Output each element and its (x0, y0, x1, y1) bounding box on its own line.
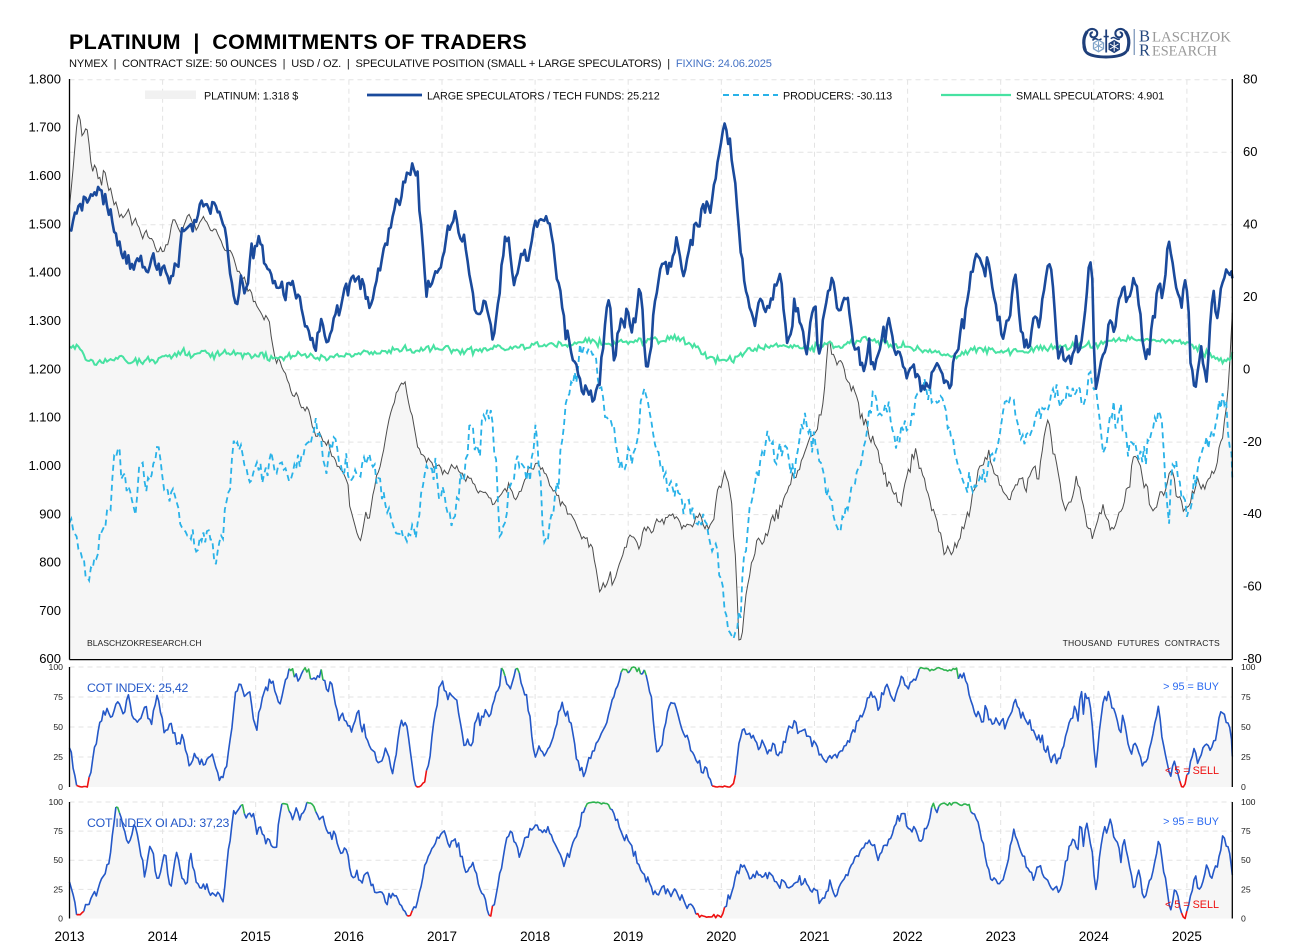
svg-text:COT INDEX OI ADJ: 37,23: COT INDEX OI ADJ: 37,23 (87, 816, 229, 830)
svg-text:PRODUCERS: -30.113: PRODUCERS: -30.113 (783, 91, 892, 103)
svg-text:50: 50 (53, 722, 63, 732)
svg-text:25: 25 (1241, 752, 1251, 762)
svg-text:2019: 2019 (613, 929, 643, 944)
svg-text:50: 50 (1241, 722, 1251, 732)
svg-text:100: 100 (1241, 797, 1256, 807)
svg-text:1.200: 1.200 (28, 361, 61, 376)
svg-text:100: 100 (49, 662, 64, 672)
svg-text:R: R (1139, 41, 1150, 60)
svg-text:75: 75 (1241, 826, 1251, 836)
svg-text:ESEARCH: ESEARCH (1152, 44, 1218, 60)
svg-text:2017: 2017 (427, 929, 457, 944)
svg-text:25: 25 (1241, 884, 1251, 894)
svg-text:1.300: 1.300 (28, 313, 61, 328)
svg-text:NYMEX | CONTRACT SIZE: 50 OU: NYMEX | CONTRACT SIZE: 50 OUNCES | USD /… (69, 58, 772, 70)
svg-text:-20: -20 (1243, 434, 1262, 449)
svg-text:1.000: 1.000 (28, 458, 61, 473)
svg-text:2024: 2024 (1079, 929, 1110, 944)
svg-text:75: 75 (53, 826, 63, 836)
svg-text:80: 80 (1243, 71, 1257, 86)
svg-text:2014: 2014 (148, 929, 179, 944)
svg-text:PLATINUM: 1.318 $: PLATINUM: 1.318 $ (204, 91, 298, 103)
svg-text:50: 50 (1241, 855, 1251, 865)
svg-text:0: 0 (58, 782, 63, 792)
svg-text:1.400: 1.400 (28, 265, 61, 280)
svg-text:2020: 2020 (706, 929, 736, 944)
svg-text:LARGE SPECULATORS / TECH FUNDS: LARGE SPECULATORS / TECH FUNDS: 25.212 (427, 91, 660, 103)
svg-text:0: 0 (1241, 914, 1246, 924)
svg-text:BLASCHZOKRESEARCH.CH: BLASCHZOKRESEARCH.CH (87, 638, 202, 648)
svg-text:0: 0 (1243, 361, 1250, 376)
svg-text:1.500: 1.500 (28, 216, 61, 231)
svg-text:PLATINUM | COMMITMENTS OF TR: PLATINUM | COMMITMENTS OF TRADERS (69, 30, 527, 54)
svg-text:2015: 2015 (241, 929, 271, 944)
svg-text:2025: 2025 (1172, 929, 1202, 944)
svg-text:20: 20 (1243, 289, 1257, 304)
svg-text:25: 25 (53, 752, 63, 762)
svg-text:2018: 2018 (520, 929, 550, 944)
svg-text:1.100: 1.100 (28, 410, 61, 425)
svg-text:1.700: 1.700 (28, 120, 61, 135)
svg-text:0: 0 (1241, 782, 1246, 792)
svg-text:COT INDEX: 25,42: COT INDEX: 25,42 (87, 681, 188, 695)
svg-text:700: 700 (39, 603, 61, 618)
svg-text:2016: 2016 (334, 929, 364, 944)
svg-text:< 5 = SELL: < 5 = SELL (1165, 899, 1219, 911)
svg-text:2023: 2023 (986, 929, 1016, 944)
svg-text:THOUSAND FUTURES CONTRACTS: THOUSAND FUTURES CONTRACTS (1063, 638, 1220, 648)
svg-text:1.800: 1.800 (28, 71, 61, 86)
svg-text:2022: 2022 (893, 929, 923, 944)
svg-text:1.600: 1.600 (28, 168, 61, 183)
svg-text:> 95 = BUY: > 95 = BUY (1163, 681, 1219, 693)
svg-text:LASCHZOK: LASCHZOK (1152, 30, 1232, 46)
svg-text:2013: 2013 (54, 929, 84, 944)
svg-text:75: 75 (53, 692, 63, 702)
svg-text:-40: -40 (1243, 506, 1262, 521)
svg-text:100: 100 (1241, 662, 1256, 672)
svg-text:60: 60 (1243, 144, 1257, 159)
svg-text:> 95 = BUY: > 95 = BUY (1163, 816, 1219, 828)
svg-text:25: 25 (53, 884, 63, 894)
svg-text:< 5 = SELL: < 5 = SELL (1165, 765, 1219, 777)
svg-text:0: 0 (58, 914, 63, 924)
svg-text:B: B (1139, 27, 1150, 46)
svg-text:800: 800 (39, 555, 61, 570)
svg-text:SMALL SPECULATORS: 4.901: SMALL SPECULATORS: 4.901 (1016, 91, 1164, 103)
svg-text:900: 900 (39, 506, 61, 521)
svg-text:75: 75 (1241, 692, 1251, 702)
svg-text:-80: -80 (1243, 651, 1262, 666)
svg-text:600: 600 (39, 651, 61, 666)
svg-text:100: 100 (49, 797, 64, 807)
svg-text:2021: 2021 (799, 929, 829, 944)
svg-text:40: 40 (1243, 216, 1257, 231)
svg-text:50: 50 (53, 855, 63, 865)
svg-text:-60: -60 (1243, 579, 1262, 594)
